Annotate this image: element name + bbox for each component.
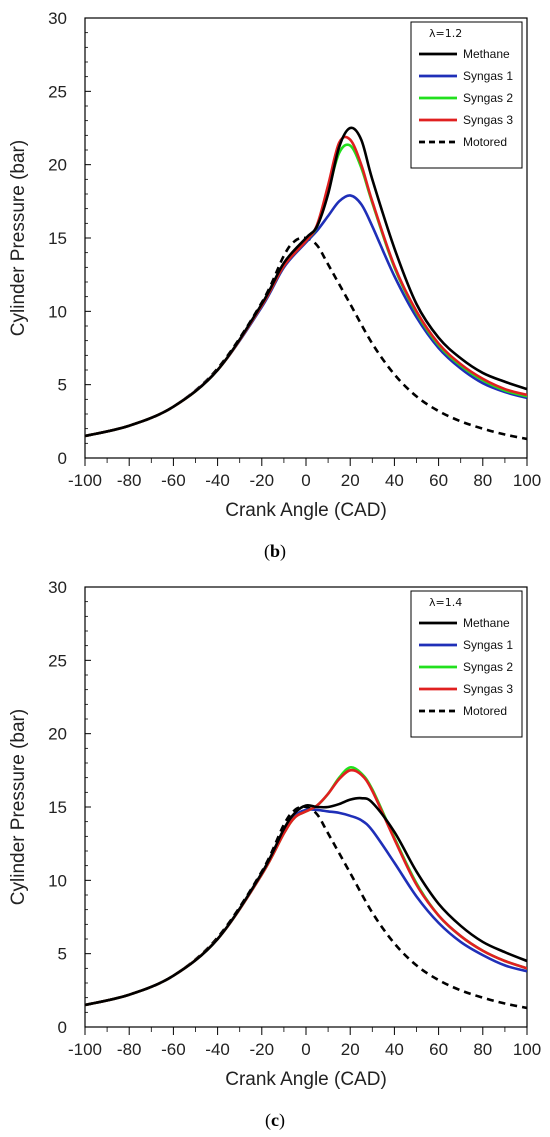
legend-label-methane: Methane <box>463 616 510 630</box>
series-line-syngas-1 <box>85 808 527 1007</box>
x-tick-label-b: 60 <box>429 471 448 490</box>
y-tick-label-c: 30 <box>48 578 67 597</box>
y-axis-title-b: Cylinder Pressure (bar) <box>8 140 29 336</box>
y-tick-label-c: 5 <box>58 945 67 964</box>
y-tick-label-c: 0 <box>58 1018 67 1037</box>
y-tick-label-b: 20 <box>48 156 67 175</box>
figure-caption-b: (b) <box>264 541 286 562</box>
y-tick-label-b: 5 <box>58 376 67 395</box>
y-tick-label-b: 30 <box>48 9 67 28</box>
chart-panel-b: 0 5 10 15 20 25 30 -100 -80 -60 -40 -20 0 20 40 60 80 100… <box>0 0 550 568</box>
legend-label-motored: Motored <box>463 704 507 718</box>
x-tick-label-b: -100 <box>68 471 102 490</box>
y-tick-label-c: 10 <box>48 871 67 890</box>
x-tick-label-c: 80 <box>473 1040 492 1059</box>
y-tick-label-c: 20 <box>48 725 67 744</box>
legend-c <box>410 590 523 738</box>
chart-c-svg: 0 5 10 15 20 25 30 -100 -80 -60 -40 -20 0 20 40 60 80 100… <box>8 578 541 1131</box>
series-line-syngas-1 <box>85 194 527 438</box>
y-axis-title-c: Cylinder Pressure (bar) <box>8 709 29 905</box>
x-axis-title-c: Crank Angle (CAD) <box>225 1069 387 1090</box>
x-tick-label-b: 0 <box>301 471 310 490</box>
y-tick-label-c: 25 <box>48 651 67 670</box>
x-tick-label-c: 20 <box>341 1040 360 1059</box>
series-line-methane <box>85 796 527 1007</box>
legend-b <box>410 21 523 169</box>
x-tick-label-c: -80 <box>117 1040 142 1059</box>
legend-title-b: λ=1.2 <box>429 27 462 40</box>
series-line-motored <box>85 805 527 1010</box>
caption-letter-c: c <box>271 1110 279 1130</box>
x-axis-title-b: Crank Angle (CAD) <box>225 500 387 521</box>
y-tick-label-b: 10 <box>48 302 67 321</box>
x-tick-label-b: -80 <box>117 471 142 490</box>
x-tick-label-c: -20 <box>250 1040 275 1059</box>
series-line-syngas-3 <box>85 135 527 438</box>
legend-label-syngas-2: Syngas 2 <box>463 91 513 105</box>
y-tick-label-c: 15 <box>48 798 67 817</box>
x-tick-label-b: -60 <box>161 471 186 490</box>
x-tick-label-c: -100 <box>68 1040 102 1059</box>
x-tick-label-c: -60 <box>161 1040 186 1059</box>
x-tick-label-c: 100 <box>513 1040 541 1059</box>
chart-panel-c: 0 5 10 15 20 25 30 -100 -80 -60 -40 -20 0 20 40 60 80 100… <box>0 569 550 1137</box>
legend-label-methane: Methane <box>463 47 510 61</box>
series-line-syngas-2 <box>85 765 527 1007</box>
x-tick-label-c: 40 <box>385 1040 404 1059</box>
x-tick-label-b: 100 <box>513 471 541 490</box>
series-group-c <box>85 765 527 1010</box>
legend-label-syngas-1: Syngas 1 <box>463 69 513 83</box>
x-tick-label-b: -40 <box>205 471 230 490</box>
y-tick-label-b: 0 <box>58 449 67 468</box>
x-tick-label-b: 20 <box>341 471 360 490</box>
caption-letter-b: b <box>270 541 280 561</box>
x-tick-label-b: 80 <box>473 471 492 490</box>
figure-caption-c: (c) <box>265 1110 285 1131</box>
x-tick-label-c: 0 <box>301 1040 310 1059</box>
legend-label-syngas-2: Syngas 2 <box>463 660 513 674</box>
x-tick-label-b: -20 <box>250 471 275 490</box>
series-line-methane <box>85 126 527 438</box>
legend-label-syngas-3: Syngas 3 <box>463 682 513 696</box>
legend-title-c: λ=1.4 <box>429 596 462 609</box>
legend-label-syngas-1: Syngas 1 <box>463 638 513 652</box>
series-group-b <box>85 126 527 441</box>
legend-label-motored: Motored <box>463 135 507 149</box>
x-tick-label-b: 40 <box>385 471 404 490</box>
x-tick-label-c: -40 <box>205 1040 230 1059</box>
y-tick-label-b: 15 <box>48 229 67 248</box>
x-tick-label-c: 60 <box>429 1040 448 1059</box>
chart-b-svg: 0 5 10 15 20 25 30 -100 -80 -60 -40 -20 0 20 40 60 80 100… <box>8 9 541 562</box>
series-line-syngas-2 <box>85 143 527 438</box>
y-tick-label-b: 25 <box>48 82 67 101</box>
legend-label-syngas-3: Syngas 3 <box>463 113 513 127</box>
series-line-motored <box>85 236 527 441</box>
